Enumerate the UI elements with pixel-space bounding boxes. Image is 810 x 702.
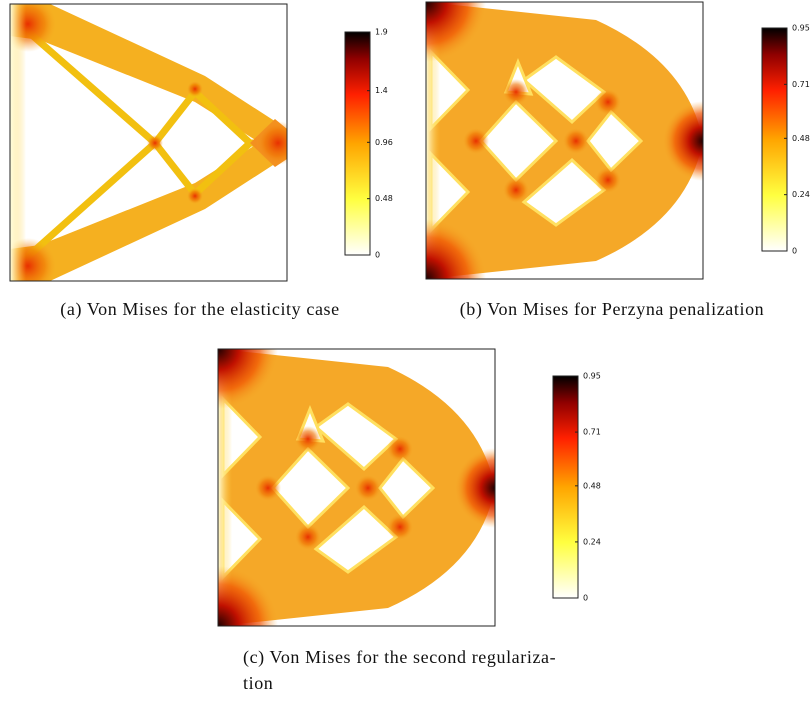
- member: [152, 140, 198, 197]
- beam: [10, 131, 287, 281]
- void: [378, 456, 436, 520]
- node: [387, 436, 413, 462]
- node: [295, 524, 321, 550]
- hot-spot: [663, 101, 703, 181]
- frame: [217, 348, 496, 627]
- tick-label: 0: [583, 594, 588, 603]
- frame: [425, 1, 704, 280]
- edge: [10, 4, 26, 281]
- caption: (b) Von Mises for Perzyna penalization: [460, 299, 765, 320]
- hot-spot: [218, 566, 278, 626]
- tick-label: 0.95: [792, 24, 810, 33]
- node: [295, 426, 321, 452]
- tick-label: 0.71: [792, 80, 810, 89]
- void: [270, 446, 351, 530]
- node: [563, 128, 589, 154]
- tick-label: 0.95: [583, 372, 601, 381]
- colorbar: [761, 27, 788, 252]
- node: [387, 514, 413, 540]
- node: [503, 79, 529, 105]
- tick-label: 0.48: [375, 194, 393, 203]
- hot-spot: [10, 238, 56, 281]
- node: [255, 475, 281, 501]
- caption: (c) Von Mises for the second regulariza-: [243, 647, 556, 668]
- node: [187, 188, 203, 204]
- panel: 0 0.48 0.96 1.4 1.9 (a) Von Mises for the ela…: [9, 3, 393, 320]
- stress-map: [10, 4, 287, 281]
- node: [595, 167, 621, 193]
- tick-label: 0.48: [583, 481, 601, 490]
- stress-map: [426, 2, 703, 279]
- hot-spot: [256, 121, 287, 165]
- colorbar: [552, 375, 579, 599]
- tick-label: 0.24: [583, 537, 601, 546]
- void: [586, 109, 644, 173]
- member: [192, 89, 253, 146]
- tick-label: 1.4: [375, 86, 388, 95]
- node: [595, 89, 621, 115]
- tick-label: 0: [792, 247, 797, 256]
- member: [22, 140, 158, 262]
- member: [152, 89, 198, 146]
- member: [22, 26, 158, 146]
- node: [147, 135, 163, 151]
- frame: [9, 3, 288, 282]
- edge: [218, 349, 232, 626]
- tick-label: 0: [375, 251, 380, 260]
- stress-map: [218, 349, 495, 626]
- caption: (a) Von Mises for the elasticity case: [60, 299, 339, 320]
- tick-label: 1.9: [375, 28, 388, 37]
- panel: 0 0.24 0.48 0.71 0.95 (c) Von Mises for the s…: [217, 348, 601, 693]
- hot-spot: [455, 448, 495, 528]
- caption: tion: [243, 673, 273, 693]
- void: [478, 99, 559, 183]
- edge: [426, 2, 440, 279]
- hot-spot: [218, 349, 278, 409]
- tick-label: 0.24: [792, 190, 810, 199]
- node: [503, 177, 529, 203]
- hot-spot: [426, 219, 486, 279]
- beam: [10, 4, 287, 154]
- hot-spot: [426, 2, 486, 62]
- panel: 0 0.24 0.48 0.71 0.95 (b) Von Mises for Perzy…: [425, 1, 810, 320]
- tick-label: 0.71: [583, 428, 601, 437]
- node: [187, 81, 203, 97]
- node: [463, 128, 489, 154]
- tick-label: 0.48: [792, 134, 810, 143]
- colorbar: [344, 31, 371, 256]
- node: [355, 475, 381, 501]
- member: [192, 140, 253, 197]
- tick-label: 0.96: [375, 138, 393, 147]
